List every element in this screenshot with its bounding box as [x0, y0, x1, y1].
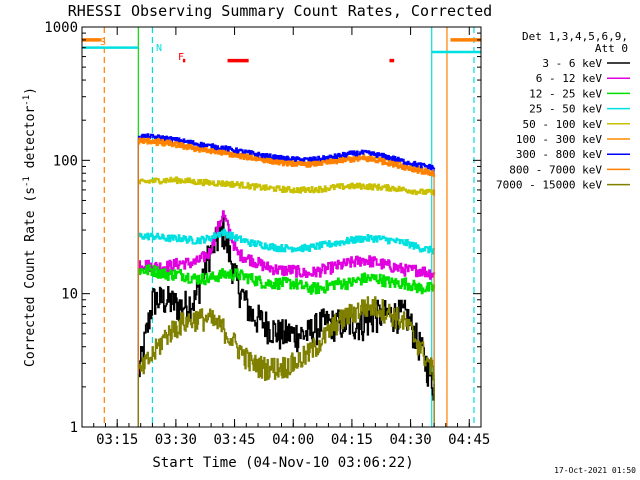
legend-header-line: Att 0 [595, 42, 628, 55]
flag-label-s: S [100, 37, 106, 48]
series-line-3 [138, 264, 436, 295]
legend-label: 800 - 7000 keV [509, 163, 602, 176]
y-axis: 1 10 100 1000 [44, 20, 481, 436]
series-line-2 [138, 210, 436, 280]
series-line-5 [138, 176, 436, 196]
y-axis-label: Corrected Count Rate (s-1 detector-1) [22, 87, 38, 367]
footer-timestamp: 17-Oct-2021 01:50 [554, 466, 636, 475]
series-line-7 [138, 133, 436, 171]
flag-label-n: N [156, 43, 162, 54]
legend-label: 7000 - 15000 keV [496, 179, 602, 192]
x-tick-label: 04:45 [448, 432, 490, 448]
x-tick-label: 03:45 [213, 432, 255, 448]
series-lines [137, 133, 436, 427]
legend: Det 1,3,4,5,6,9,Att 0 3 - 6 keV 6 - 12 keV… [496, 30, 630, 192]
y-tick-label: 100 [53, 153, 78, 169]
series-line-9 [138, 296, 435, 385]
series-line-4 [138, 228, 436, 255]
legend-label: 100 - 300 keV [516, 133, 602, 146]
x-tick-label: 04:30 [390, 432, 432, 448]
legend-label: 12 - 25 keV [529, 87, 602, 100]
x-tick-label: 04:00 [272, 432, 314, 448]
y-tick-label: 10 [61, 287, 78, 303]
x-tick-label: 03:15 [96, 432, 138, 448]
x-tick-label: 03:30 [155, 432, 197, 448]
x-tick-label: 04:15 [331, 432, 373, 448]
legend-label: 6 - 12 keV [536, 72, 603, 85]
y-tick-label: 1000 [44, 20, 78, 36]
legend-label: 25 - 50 keV [529, 103, 602, 116]
x-axis-label: Start Time (04-Nov-10 03:06:22) [152, 455, 413, 471]
flag-label-f: F [178, 52, 184, 63]
x-axis: 03:15 03:30 03:45 04:00 04:15 04:30 04:45 [93, 27, 490, 448]
legend-label: 3 - 6 keV [542, 57, 602, 70]
legend-label: 50 - 100 keV [523, 118, 603, 131]
y-tick-label: 1 [70, 420, 78, 436]
chart-title: RHESSI Observing Summary Count Rates, Co… [68, 2, 492, 20]
legend-header-line: Det 1,3,4,5,6,9, [522, 30, 628, 43]
legend-label: 300 - 800 keV [516, 148, 602, 161]
series-line-8 [138, 137, 436, 177]
